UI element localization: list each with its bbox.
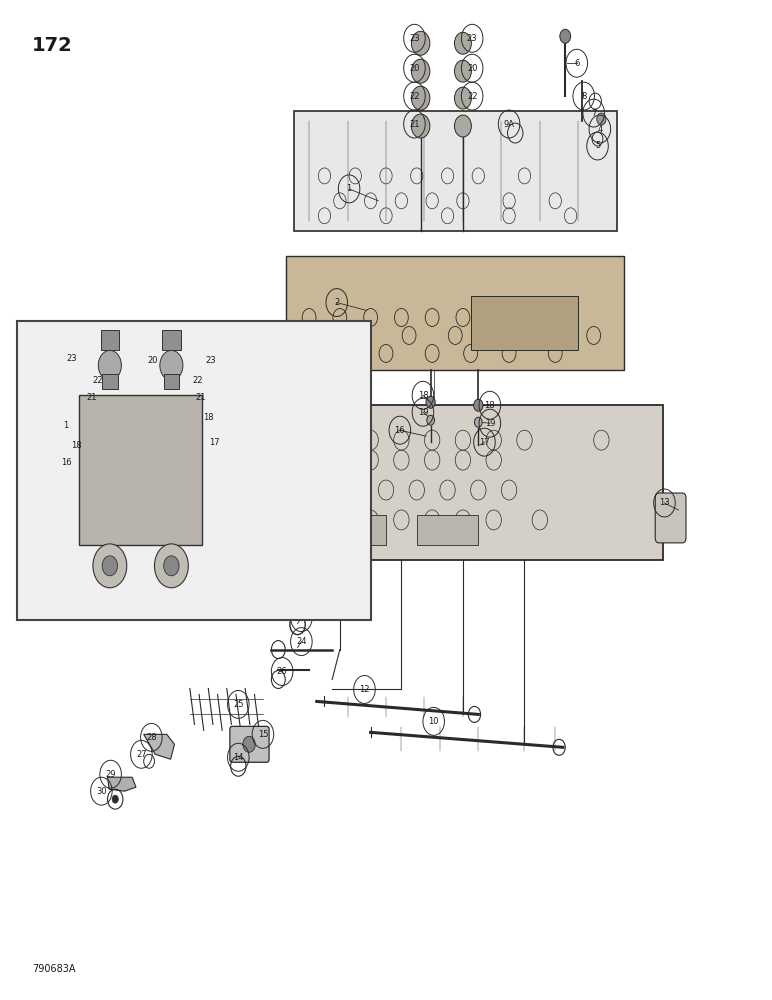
Circle shape	[455, 115, 472, 137]
Text: 6: 6	[574, 59, 580, 68]
Text: 20: 20	[409, 64, 420, 73]
Circle shape	[243, 736, 256, 752]
Text: 24: 24	[296, 637, 306, 646]
FancyBboxPatch shape	[164, 374, 179, 389]
Circle shape	[455, 60, 472, 82]
Text: 16: 16	[62, 458, 72, 467]
Circle shape	[411, 31, 430, 55]
FancyBboxPatch shape	[79, 395, 202, 545]
Circle shape	[411, 86, 430, 110]
Text: 9: 9	[299, 613, 304, 622]
Text: 14: 14	[233, 753, 243, 762]
Text: 23: 23	[409, 34, 420, 43]
Circle shape	[164, 556, 179, 576]
Circle shape	[426, 396, 435, 408]
Text: 7: 7	[591, 109, 597, 118]
Circle shape	[154, 544, 188, 588]
FancyBboxPatch shape	[286, 256, 625, 370]
Polygon shape	[107, 777, 136, 791]
Text: 17: 17	[209, 438, 220, 447]
Circle shape	[411, 114, 430, 138]
Text: 13: 13	[659, 498, 670, 507]
Text: 21: 21	[409, 120, 420, 129]
Text: 1: 1	[63, 421, 68, 430]
Text: 10: 10	[428, 717, 439, 726]
Text: 29: 29	[105, 770, 116, 779]
Text: 27: 27	[136, 750, 147, 759]
Circle shape	[112, 795, 118, 803]
Text: 11: 11	[190, 573, 201, 582]
FancyBboxPatch shape	[17, 321, 371, 620]
Polygon shape	[144, 734, 174, 759]
Text: 18: 18	[418, 391, 428, 400]
Text: 25: 25	[233, 700, 243, 709]
Text: 2: 2	[334, 298, 340, 307]
FancyBboxPatch shape	[100, 330, 119, 350]
Text: 172: 172	[32, 36, 73, 55]
Circle shape	[93, 544, 127, 588]
Text: 26: 26	[277, 667, 287, 676]
Text: 19: 19	[485, 419, 495, 428]
Text: 15: 15	[258, 730, 268, 739]
FancyBboxPatch shape	[324, 515, 386, 545]
Text: 18: 18	[70, 441, 81, 450]
Circle shape	[455, 87, 472, 109]
Text: 9A: 9A	[503, 120, 515, 129]
Circle shape	[98, 350, 121, 380]
Circle shape	[474, 399, 483, 411]
Text: 23: 23	[205, 356, 216, 365]
FancyBboxPatch shape	[162, 330, 181, 350]
Circle shape	[475, 417, 482, 427]
Text: 4: 4	[598, 125, 602, 134]
Text: 8: 8	[581, 92, 587, 101]
Text: 3: 3	[337, 494, 343, 503]
Text: 22: 22	[467, 92, 477, 101]
FancyBboxPatch shape	[102, 374, 117, 389]
Text: 12: 12	[359, 685, 370, 694]
Text: 20: 20	[147, 356, 158, 365]
Text: 18: 18	[203, 413, 214, 422]
Text: 22: 22	[92, 376, 103, 385]
Text: 5: 5	[595, 141, 600, 150]
FancyBboxPatch shape	[293, 111, 617, 231]
Text: 21: 21	[195, 393, 205, 402]
Text: 790683A: 790683A	[32, 964, 76, 974]
Text: 19: 19	[418, 408, 428, 417]
Circle shape	[160, 350, 183, 380]
FancyBboxPatch shape	[471, 296, 578, 350]
Text: 20: 20	[467, 64, 477, 73]
Text: 16: 16	[394, 426, 405, 435]
Circle shape	[597, 113, 606, 125]
FancyBboxPatch shape	[417, 515, 479, 545]
Text: 28: 28	[146, 733, 157, 742]
FancyBboxPatch shape	[230, 726, 269, 762]
Text: 22: 22	[409, 92, 420, 101]
FancyBboxPatch shape	[655, 493, 686, 543]
Text: 17: 17	[479, 438, 489, 447]
Text: 21: 21	[86, 393, 96, 402]
Text: 1: 1	[347, 184, 352, 193]
Circle shape	[455, 32, 472, 54]
Text: 30: 30	[96, 787, 107, 796]
Circle shape	[411, 59, 430, 83]
Circle shape	[102, 556, 117, 576]
Circle shape	[427, 415, 435, 425]
FancyBboxPatch shape	[279, 405, 663, 560]
Text: 23: 23	[467, 34, 477, 43]
Circle shape	[560, 29, 571, 43]
Text: 23: 23	[66, 354, 77, 363]
Text: 18: 18	[485, 401, 495, 410]
Text: 22: 22	[192, 376, 203, 385]
